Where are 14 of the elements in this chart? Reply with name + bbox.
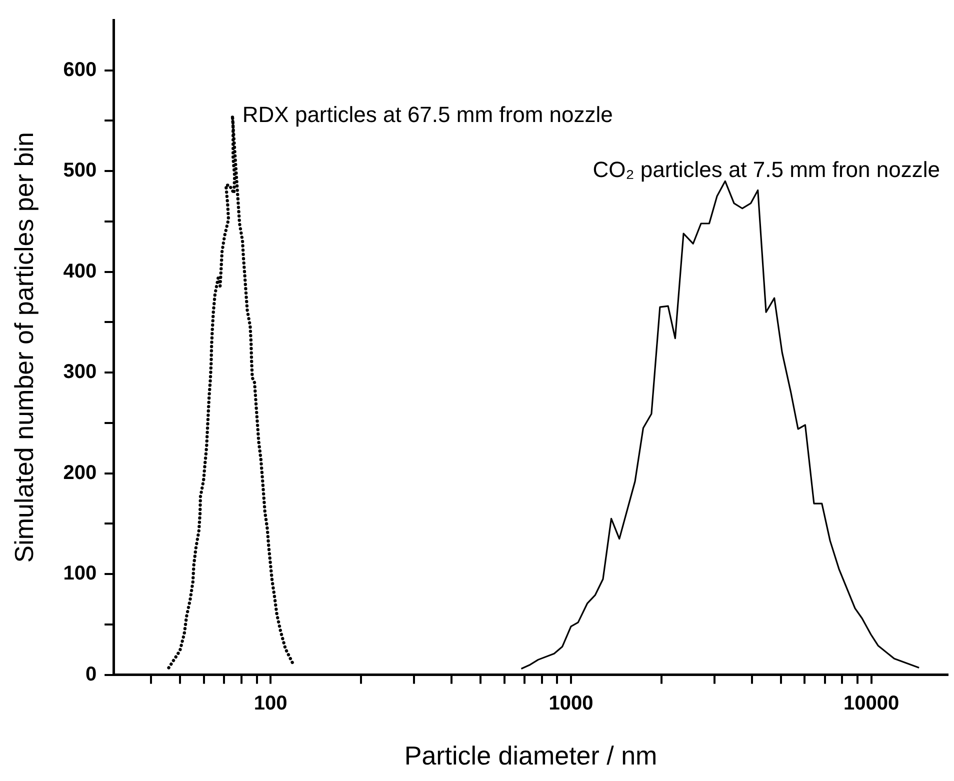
y-tick-label: 300 [63,361,97,384]
y-tick-label: 200 [63,462,97,484]
y-tick-label: 100 [63,562,97,585]
x-tick-label: 1000 [548,692,594,714]
y-tick-label: 600 [63,58,97,81]
series-label: RDX particles at 67.5 mm from nozzle [242,102,613,127]
y-tick-label: 400 [63,260,97,282]
x-tick-label: 100 [254,692,288,714]
y-tick-label: 500 [63,160,97,182]
series-label: CO₂ particles at 7.5 mm fron nozzle [592,157,940,182]
y-tick-label: 0 [85,663,97,686]
y-axis-title: Simulated number of particles per bin [8,132,39,563]
x-axis-title: Particle diameter / nm [404,740,658,771]
x-tick-label: 10000 [844,692,900,714]
